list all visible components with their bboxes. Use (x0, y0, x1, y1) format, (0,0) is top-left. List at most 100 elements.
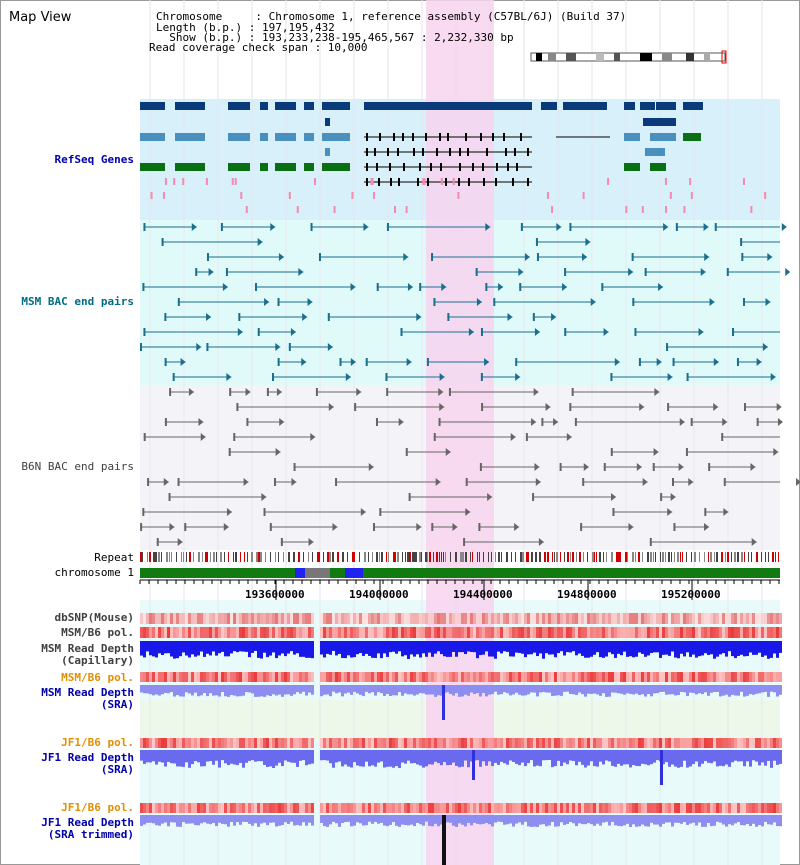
jf1-trimmed-depth-bar (494, 815, 497, 823)
jf1-trimmed-depth-bar (344, 815, 347, 823)
dbsnp-cell (404, 613, 407, 624)
repeat-mark (520, 552, 522, 562)
track-label-jf1-read-depth-sra[interactable]: JF1 Read Depth (SRA) (41, 751, 134, 776)
msm-b6-pol-cell (593, 672, 596, 682)
jf1-sra-depth-bar (353, 750, 356, 763)
jf1-b6-pol-cell (422, 803, 425, 813)
gene-exon-tick (527, 148, 529, 156)
msm-b6-pol-cell (149, 627, 152, 638)
track-label-msm-b6-pol-2[interactable]: MSM/B6 pol. (61, 671, 134, 684)
msm-sra-depth-bar (770, 685, 773, 692)
msm-capillary-depth-bar (176, 641, 179, 659)
msm-sra-depth-bar (569, 685, 572, 694)
repeat-mark (153, 552, 155, 562)
track-label-msm-read-depth-capillary[interactable]: MSM Read Depth (Capillary) (41, 642, 134, 667)
msm-capillary-depth-bar (677, 641, 680, 659)
dbsnp-cell (596, 613, 599, 624)
jf1-sra-depth-bar (530, 750, 533, 761)
gene-exon-tick (439, 133, 441, 141)
track-label-msm-read-depth-sra[interactable]: MSM Read Depth (SRA) (41, 686, 134, 711)
track-label-chromosome[interactable]: chromosome 1 (54, 566, 134, 579)
jf1-b6-pol-cell (680, 803, 683, 813)
b6n-bac-pair-arrow (332, 523, 338, 531)
gene-exon-tick (507, 163, 509, 171)
jf1-b6-pol-cell (143, 803, 146, 813)
jf1-b6-pol-cell (641, 803, 644, 813)
jf1-trimmed-depth-bar (677, 815, 680, 823)
jf1-b6-pol-cell (752, 803, 755, 813)
jf1-sra-depth-bar (182, 750, 185, 767)
msm-bac-pair-end (480, 373, 483, 381)
msm-b6-pol-cell (494, 672, 497, 682)
track-label-refseq[interactable]: RefSeq Genes (54, 153, 134, 166)
track-label-msm-bac[interactable]: MSM BAC end pairs (21, 295, 134, 308)
jf1-b6-pol-cell (695, 738, 698, 748)
gene-pink-feature (457, 192, 460, 199)
dbsnp-cell (677, 613, 680, 624)
jf1-trimmed-depth-bar (581, 815, 584, 825)
jf1-b6-pol-cell (308, 738, 311, 748)
jf1-b6-pol-cell (701, 803, 704, 813)
track-label-jf1-b6-pol-2[interactable]: JF1/B6 pol. (61, 801, 134, 814)
msm-bac-pair-arrow (582, 253, 588, 261)
jf1-trimmed-depth-bar (770, 815, 773, 825)
jf1-b6-pol-cell (323, 803, 326, 813)
jf1-trimmed-depth-bar (419, 815, 422, 825)
track-label-repeat[interactable]: Repeat (94, 551, 134, 564)
msm-b6-pol-cell (701, 627, 704, 638)
b6n-bac-pair-arrow (642, 478, 648, 486)
jf1-sra-depth-bar (761, 750, 764, 763)
jf1-b6-pol-cell (215, 803, 218, 813)
msm-bac-pair-end (532, 313, 535, 321)
jf1-b6-pol-cell (569, 803, 572, 813)
msm-b6-pol-cell (638, 627, 641, 638)
track-label-dbsnp[interactable]: dbSNP(Mouse) (54, 611, 134, 624)
msm-sra-depth-bar (560, 685, 563, 696)
jf1-sra-depth-bar (779, 750, 782, 764)
msm-b6-pol-cell (779, 627, 782, 638)
msm-sra-depth-bar (488, 685, 491, 695)
dbsnp-cell (440, 613, 443, 624)
jf1-sra-depth-bar (164, 750, 167, 767)
msm-b6-pol-cell (413, 672, 416, 682)
jf1-trimmed-depth-bar (446, 815, 449, 823)
msm-sra-depth-bar (506, 685, 509, 694)
msm-b6-pol-cell (584, 672, 587, 682)
jf1-sra-depth-bar (368, 750, 371, 767)
msm-sra-depth-bar (440, 685, 443, 696)
jf1-sra-depth-bar (587, 750, 590, 766)
msm-capillary-depth-bar (725, 641, 728, 657)
jf1-b6-pol-cell (416, 738, 419, 748)
msm-capillary-depth-bar (767, 641, 770, 659)
msm-b6-pol-cell (509, 627, 512, 638)
jf1-trimmed-depth-bar (536, 815, 539, 827)
b6n-bac-pair-arrow (514, 523, 520, 531)
jf1-b6-pol-cell (191, 738, 194, 748)
msm-bac-pair-arrow (363, 223, 369, 231)
msm-capillary-depth-bar (329, 641, 332, 655)
jf1-b6-pol-cell (737, 803, 740, 813)
dbsnp-cell (692, 613, 695, 624)
track-label-msm-b6-pol-1[interactable]: MSM/B6 pol. (61, 626, 134, 639)
jf1-sra-depth-bar (719, 750, 722, 766)
msm-bac-pair-arrow (406, 358, 412, 366)
jf1-sra-depth-bar (617, 750, 620, 764)
track-label-jf1-b6-pol-1[interactable]: JF1/B6 pol. (61, 736, 134, 749)
jf1-sra-depth-bar (734, 750, 737, 761)
jf1-b6-pol-cell (605, 803, 608, 813)
repeat-mark (567, 552, 569, 562)
jf1-b6-pol-cell (680, 738, 683, 748)
track-label-b6n-bac[interactable]: B6N BAC end pairs (21, 460, 134, 473)
dbsnp-cell (503, 613, 506, 624)
b6n-bac-pair-arrow (226, 508, 232, 516)
msm-sra-depth-bar (572, 685, 575, 695)
track-label-jf1-read-depth-trimmed[interactable]: JF1 Read Depth (SRA trimmed) (41, 816, 134, 841)
msm-b6-pol-cell (308, 627, 311, 638)
gene-exon-tick (430, 163, 432, 171)
msm-sra-depth-bar (524, 685, 527, 696)
msm-sra-depth-bar (719, 685, 722, 697)
jf1-b6-pol-cell (458, 738, 461, 748)
jf1-sra-depth-bar (200, 750, 203, 767)
jf1-trimmed-depth-bar (281, 815, 284, 826)
